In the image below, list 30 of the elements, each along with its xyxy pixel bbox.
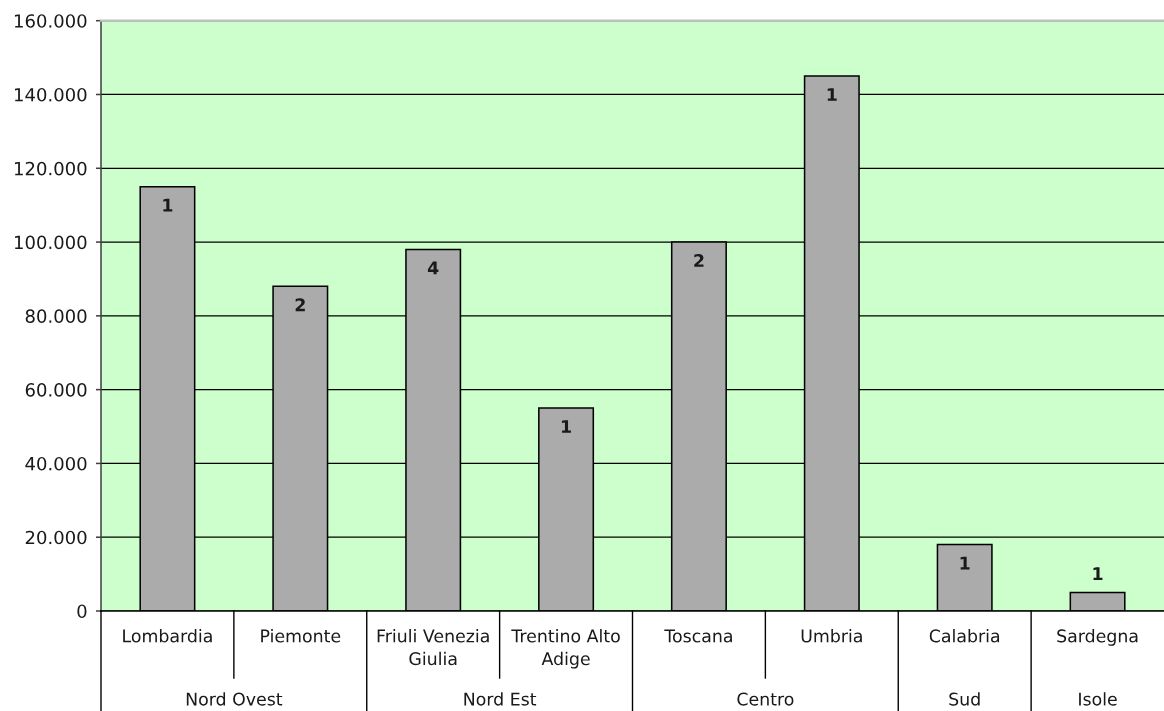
x-tick-label: Sardegna	[1057, 629, 1138, 646]
y-tick-label: 140.000	[14, 87, 87, 102]
annotation: 2	[694, 253, 704, 267]
annotation: 2	[295, 298, 305, 312]
x-tick-label: Trentino Alto Adige	[511, 629, 620, 669]
x-tick-label: Piemonte	[261, 629, 341, 643]
y-tick-label: 120.000	[14, 161, 87, 176]
text: Isole	[1079, 692, 1117, 706]
annotation: 4	[427, 261, 439, 275]
text: Centro	[737, 692, 794, 706]
annotation: 1	[561, 420, 571, 433]
x-tick-label: Calabria	[929, 629, 1000, 643]
x-tick-label: Lombardia	[123, 629, 212, 643]
y-tick-label: 20.000	[25, 530, 87, 545]
x-tick-label: Friuli Venezia Giulia	[377, 629, 489, 666]
annotation: 1	[163, 198, 173, 212]
y-tick-label: 100.000	[14, 235, 87, 250]
x-tick-label: Umbria	[801, 629, 862, 643]
text: Nord Est	[464, 692, 537, 706]
y-tick-label: 0	[77, 604, 87, 619]
y-tick-label: 40.000	[25, 456, 87, 471]
x-tick-label: Toscana	[664, 629, 732, 643]
annotation: 1	[1093, 567, 1103, 580]
annotation: 1	[827, 88, 837, 101]
y-tick-label: 60.000	[25, 383, 87, 397]
text: Nord Ovest	[186, 692, 283, 706]
y-tick-label: 80.000	[25, 309, 87, 323]
y-tick-label: 160.000	[14, 14, 87, 28]
text: Sud	[949, 692, 980, 706]
annotation: 1	[960, 556, 970, 570]
